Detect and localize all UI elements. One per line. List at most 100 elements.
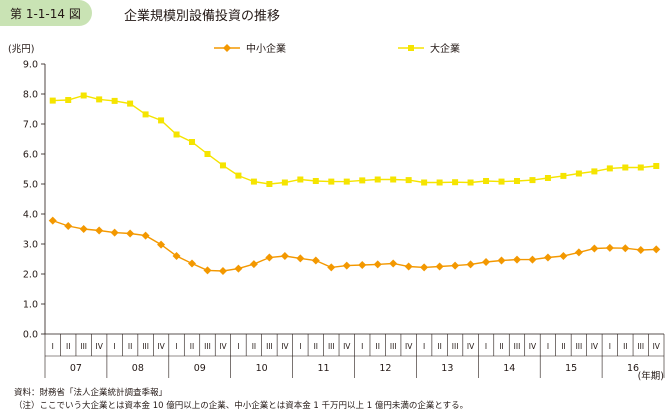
legend-marker — [223, 44, 231, 52]
x-quarter-label: II — [623, 342, 627, 351]
data-point — [622, 164, 629, 171]
data-point — [389, 259, 398, 268]
y-tick-label: 9.0 — [23, 60, 38, 71]
x-quarter-label: IV — [405, 342, 413, 351]
x-quarter-label: IV — [343, 342, 351, 351]
data-point — [249, 260, 258, 269]
data-point — [126, 229, 135, 238]
data-point — [281, 179, 288, 186]
x-quarter-label: III — [142, 342, 149, 351]
data-point — [296, 254, 305, 263]
data-point — [64, 222, 73, 230]
x-quarter-label: I — [423, 342, 425, 351]
x-year-label: 15 — [565, 363, 577, 374]
data-point — [404, 262, 413, 271]
data-point — [513, 178, 520, 184]
data-point — [497, 256, 506, 265]
x-quarter-label: I — [175, 342, 177, 351]
data-point — [311, 256, 320, 265]
data-point — [543, 253, 552, 262]
data-point — [142, 111, 149, 118]
y-tick-label: 2.0 — [23, 270, 38, 281]
figure-number: 第 1-1-14 図 — [10, 7, 81, 21]
x-year-label: 16 — [627, 363, 639, 374]
data-point — [374, 176, 381, 183]
x-quarter-label: I — [361, 342, 363, 351]
data-point — [158, 117, 165, 124]
y-tick-label: 6.0 — [23, 150, 38, 161]
x-axis-label: (年期) — [638, 370, 664, 382]
x-quarter-label: III — [576, 342, 583, 351]
x-quarter-label: IV — [467, 342, 475, 351]
data-point — [359, 177, 366, 184]
x-year-label: 07 — [70, 363, 82, 374]
x-quarter-label: II — [561, 342, 565, 351]
x-year-label: 12 — [379, 363, 391, 374]
y-tick-label: 0.0 — [23, 330, 38, 341]
data-point — [420, 263, 429, 272]
x-quarter-label: I — [547, 342, 549, 351]
data-point — [265, 253, 274, 262]
data-point — [141, 231, 150, 240]
data-point — [405, 177, 412, 184]
data-point — [234, 264, 243, 273]
data-point — [466, 260, 475, 269]
legend-marker — [408, 45, 414, 51]
data-point — [96, 96, 103, 103]
data-point — [250, 178, 257, 185]
data-point — [483, 178, 490, 184]
line-chart: (兆円)0.01.02.03.04.05.06.07.08.09.0I II III… — [8, 42, 665, 382]
y-tick-label: 5.0 — [23, 180, 38, 191]
x-year-label: 13 — [441, 363, 453, 374]
data-point — [173, 131, 180, 138]
data-point — [110, 228, 119, 237]
x-quarter-label: I — [237, 342, 239, 351]
data-point — [297, 176, 304, 183]
data-point — [235, 172, 242, 179]
data-point — [653, 163, 660, 169]
data-point — [467, 179, 474, 186]
data-point — [606, 165, 613, 172]
x-year-label: 14 — [503, 363, 515, 374]
x-quarter-label: II — [66, 342, 70, 351]
data-point — [79, 225, 88, 233]
data-point — [342, 261, 351, 270]
x-quarter-label: III — [266, 342, 273, 351]
data-point — [127, 100, 134, 107]
data-point — [390, 176, 397, 183]
data-point — [358, 261, 367, 269]
data-point — [157, 240, 166, 249]
figure-number-badge: 第 1-1-14 図 — [0, 0, 92, 26]
series-line — [52, 219, 657, 272]
x-quarter-label: IV — [157, 342, 165, 351]
x-quarter-label: I — [52, 342, 54, 351]
y-tick-label: 7.0 — [23, 120, 38, 131]
x-quarter-label: I — [609, 342, 611, 351]
data-point — [111, 97, 118, 104]
data-point — [482, 258, 491, 266]
data-point — [435, 262, 444, 271]
data-point — [575, 170, 582, 177]
data-point — [421, 179, 428, 186]
data-point — [560, 172, 567, 179]
definition-note: （注）ここでいう大企業とは資本金 10 億円以上の企業、中小企業とは資本金 1 … — [14, 401, 469, 411]
data-point — [528, 255, 537, 264]
data-point — [218, 267, 227, 275]
data-point — [591, 168, 598, 175]
x-year-label: 09 — [194, 363, 206, 374]
data-point — [652, 245, 661, 254]
x-quarter-label: IV — [95, 342, 103, 351]
data-point — [80, 92, 87, 99]
data-point — [219, 162, 226, 169]
x-year-label: 11 — [318, 363, 330, 374]
data-point — [544, 175, 551, 181]
x-quarter-label: III — [80, 342, 87, 351]
x-quarter-label: II — [375, 342, 379, 351]
data-point — [343, 178, 350, 185]
y-axis-label: (兆円) — [8, 44, 34, 55]
data-point — [327, 263, 336, 272]
data-point — [436, 179, 443, 186]
data-point — [188, 259, 197, 268]
x-quarter-label: III — [514, 342, 521, 351]
legend-label: 中小企業 — [246, 42, 286, 55]
